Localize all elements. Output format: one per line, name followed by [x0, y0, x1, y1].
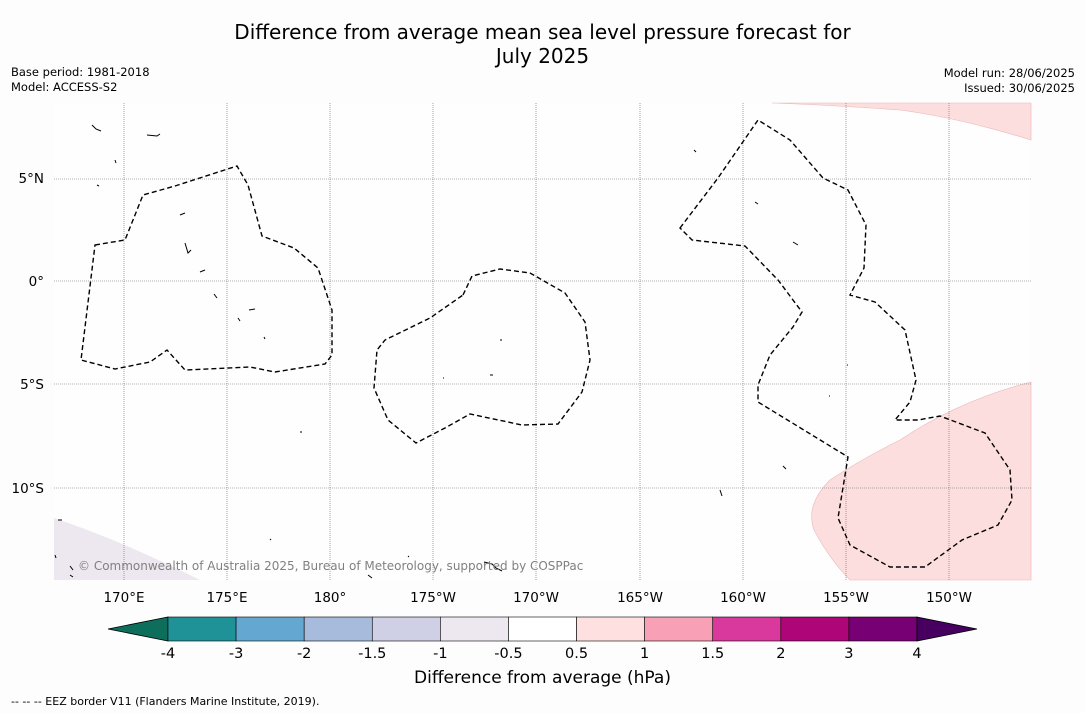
colorbar-box: [440, 616, 509, 642]
region-positive-north: [771, 102, 1032, 141]
colorbar-tick-label: 0.5: [565, 646, 588, 662]
colorbar-tick-label: 4: [912, 646, 921, 662]
colorbar-title: Difference from average (hPa): [414, 668, 671, 688]
colorbar-extend-high: [916, 616, 978, 642]
map-area: [54, 102, 1032, 581]
copyright-text: © Commonwealth of Australia 2025, Bureau…: [78, 559, 583, 573]
footer-eez-note: -- -- -- EEZ border V11 (Flanders Marine…: [11, 695, 320, 708]
colorbar-tick-label: -1: [433, 646, 447, 662]
lon-label: 155°W: [823, 590, 869, 606]
lat-label: 5°S: [20, 377, 44, 393]
colorbar-box: [303, 616, 373, 642]
latitude-labels: 5°N 0° 5°S 10°S: [12, 171, 45, 497]
region-positive-southeast: [811, 381, 1032, 581]
islands: [54, 124, 848, 579]
meta-left: Base period: 1981-2018 Model: ACCESS-S2: [11, 65, 150, 95]
title-line-1: Difference from average mean sea level p…: [234, 20, 851, 44]
colorbar-tick-label: 1: [640, 646, 649, 662]
colorbar-box: [712, 616, 782, 642]
lat-label: 10°S: [12, 481, 45, 497]
lat-label: 5°N: [19, 171, 44, 187]
colorbar-tick-label: -0.5: [494, 646, 522, 662]
lon-label: 170°W: [513, 590, 559, 606]
lon-label: 170°E: [103, 590, 144, 606]
title-line-2: July 2025: [495, 44, 590, 68]
model-run: Model run: 28/06/2025: [943, 66, 1075, 80]
colorbar-ticks: -4 -3 -2 -1.5 -1 -0.5 0.5 1 1.5 2 3 4: [161, 646, 922, 662]
lon-label: 180°: [314, 590, 347, 606]
lat-label: 0°: [29, 274, 44, 290]
colorbar-box: [235, 616, 305, 642]
page-title: Difference from average mean sea level p…: [0, 20, 1085, 68]
colorbar-box: [167, 616, 237, 642]
issued-date: Issued: 30/06/2025: [964, 81, 1075, 95]
colorbar-tick-label: -4: [161, 646, 175, 662]
gridlines: [54, 103, 1031, 580]
colorbar-tick-label: 2: [776, 646, 785, 662]
colorbar-tick-label: -3: [229, 646, 243, 662]
colorbar-tick-label: -1.5: [358, 646, 386, 662]
colorbar-tick-label: 3: [844, 646, 853, 662]
colorbar-box: [576, 616, 645, 642]
colorbar-box: [848, 616, 918, 642]
meta-right: Model run: 28/06/2025 Issued: 30/06/2025: [944, 66, 1075, 96]
eez-borders: [80, 119, 1013, 568]
longitude-labels: 170°E 175°E 180° 175°W 170°W 165°W 160°W…: [103, 590, 971, 606]
colorbar-box: [508, 616, 577, 642]
region-minus-0-5: [54, 518, 200, 580]
model-name: Model: ACCESS-S2: [11, 80, 118, 94]
lon-label: 150°W: [926, 590, 972, 606]
lon-label: 175°W: [410, 590, 456, 606]
colorbar-box: [371, 616, 441, 642]
colorbar-box: [780, 616, 850, 642]
colorbar-extend-low: [107, 616, 169, 642]
colorbar-box: [644, 616, 714, 642]
base-period: Base period: 1981-2018: [11, 65, 150, 79]
colorbar-tick-label: 1.5: [701, 646, 724, 662]
lon-label: 175°E: [206, 590, 247, 606]
lon-label: 165°W: [617, 590, 663, 606]
colorbar: -4 -3 -2 -1.5 -1 -0.5 0.5 1 1.5 2 3 4: [107, 616, 978, 662]
colorbar-boxes: [167, 616, 918, 642]
lon-label: 160°W: [720, 590, 766, 606]
colorbar-tick-label: -2: [297, 646, 311, 662]
